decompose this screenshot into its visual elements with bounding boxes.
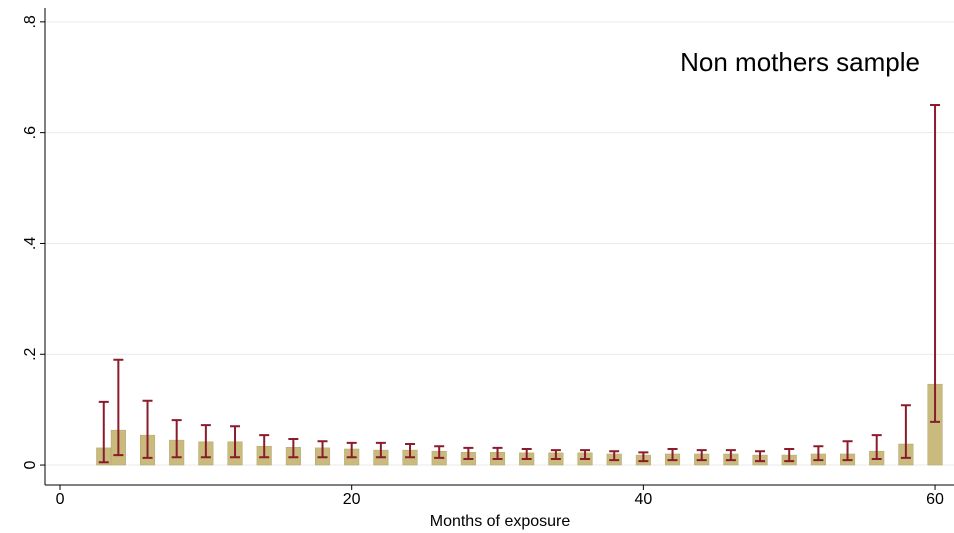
error-bar	[113, 358, 124, 457]
error-bar	[667, 447, 678, 462]
y-tick-label: .6	[22, 126, 39, 139]
error-bar	[492, 446, 503, 460]
error-bar	[638, 451, 649, 463]
error-bar	[871, 434, 882, 460]
error-bar	[230, 425, 241, 459]
x-tick-label: 0	[56, 491, 65, 508]
y-tick-label: 0	[22, 461, 39, 470]
error-bar	[930, 103, 941, 423]
error-bar	[609, 450, 620, 462]
error-bar	[171, 419, 182, 459]
error-bar	[375, 441, 386, 459]
error-bar	[550, 449, 561, 460]
error-bar	[259, 434, 270, 459]
x-tick-label: 40	[634, 491, 652, 508]
y-tick-label: .4	[22, 237, 39, 250]
error-bar	[521, 447, 532, 460]
error-bar	[842, 440, 853, 462]
error-bar	[317, 440, 328, 459]
y-tick-label: .2	[22, 347, 39, 360]
x-tick-label: 20	[343, 491, 361, 508]
error-bar	[434, 445, 445, 459]
error-bar	[900, 404, 911, 459]
error-bar	[98, 400, 109, 464]
error-bar	[580, 449, 591, 460]
x-tick-label: 60	[926, 491, 944, 508]
error-bar	[288, 438, 299, 459]
error-bar	[784, 447, 795, 463]
annotation: Non mothers sample	[680, 47, 920, 77]
error-bar	[200, 424, 211, 459]
error-bar	[813, 445, 824, 462]
x-axis-label: Months of exposure	[430, 513, 571, 530]
error-bar	[755, 450, 766, 463]
error-bar	[405, 443, 416, 459]
error-bar	[142, 399, 153, 459]
error-bar	[725, 449, 736, 462]
y-tick-label: .8	[22, 15, 39, 28]
error-bar	[696, 449, 707, 462]
error-bar	[463, 446, 474, 460]
error-bar	[346, 441, 357, 459]
